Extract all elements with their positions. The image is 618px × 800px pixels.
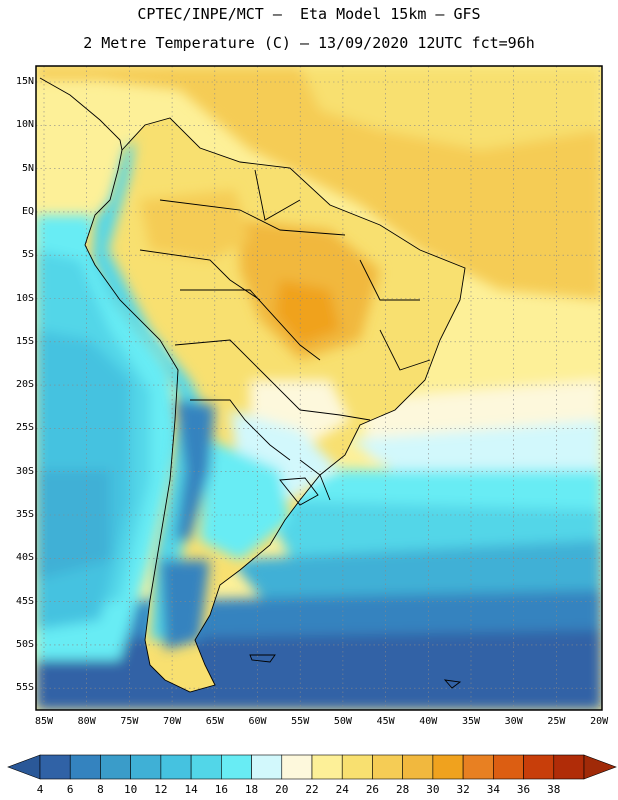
lat-tick-label: 10S [15, 292, 34, 304]
lon-tick-label: 40W [419, 716, 438, 727]
lat-tick-label: 5N [21, 162, 34, 174]
lat-tick-label: 20S [15, 379, 34, 391]
map-title: CPTEC/INPE/MCT – Eta Model 15km – GFS [137, 5, 481, 23]
map-grid [36, 66, 602, 710]
lat-tick-label: 25S [15, 422, 34, 434]
colorbar-tick-label: 6 [66, 783, 74, 796]
lat-tick-label: 30S [15, 465, 34, 477]
map-subtitle: 2 Metre Temperature (C) – 13/09/2020 12U… [83, 34, 535, 52]
colorbar-swatch [190, 754, 222, 780]
map-frame [35, 65, 603, 711]
colorbar-swatch [39, 754, 71, 780]
colorbar-swatch [493, 754, 524, 780]
colorbar-tick-label: 14 [184, 783, 198, 796]
colorbar-swatch [553, 754, 585, 780]
lat-tick-label: 45S [15, 595, 34, 607]
colorbar [7, 754, 617, 780]
lat-tick-label: 35S [15, 509, 34, 520]
lon-tick-label: 20W [590, 716, 609, 727]
colorbar-swatch [523, 754, 555, 780]
colorbar-tick-label: 30 [426, 783, 440, 796]
colorbar-tick-label: 20 [275, 783, 289, 796]
lon-tick-label: 75W [120, 716, 139, 727]
lat-tick-label: 5S [21, 249, 34, 261]
colorbar-tick-label: 24 [335, 783, 349, 796]
lon-tick-label: 65W [205, 716, 224, 727]
colorbar-tick-label: 18 [244, 783, 259, 796]
colorbar-swatch [402, 754, 434, 780]
lat-tick-label: 55S [15, 682, 34, 694]
colorbar-swatch [221, 754, 252, 780]
colorbar-swatch [432, 754, 464, 780]
lon-tick-label: 25W [547, 716, 566, 727]
colorbar-swatch [100, 754, 131, 780]
colorbar-swatch [372, 754, 403, 780]
colorbar-swatch [311, 754, 343, 780]
colorbar-tick-label: 12 [154, 783, 168, 796]
lat-tick-label: 40S [15, 552, 34, 564]
colorbar-swatch [251, 754, 283, 780]
colorbar-tick-label: 8 [97, 783, 104, 796]
lon-tick-label: 45W [376, 716, 395, 727]
lon-tick-label: 55W [291, 716, 310, 727]
country-borders [39, 77, 466, 693]
colorbar-swatch [462, 754, 494, 780]
colorbar-tick-label: 16 [214, 783, 228, 796]
colorbar-tick-label: 10 [124, 783, 138, 796]
colorbar-tick-label: 34 [486, 783, 500, 796]
colorbar-tick-label: 4 [36, 783, 44, 796]
colorbar-swatch [130, 754, 162, 780]
lon-tick-label: 70W [163, 716, 182, 727]
colorbar-tick-label: 36 [516, 783, 531, 796]
lat-tick-label: 15S [15, 335, 34, 347]
colorbar-swatch [160, 754, 192, 780]
lon-tick-label: 35W [461, 716, 481, 727]
lon-tick-label: 60W [248, 716, 267, 727]
colorbar-swatch [69, 754, 101, 780]
colorbar-tick-label: 38 [547, 783, 561, 796]
lat-tick-label: 15N [15, 76, 34, 87]
colorbar-tick-label: 22 [305, 783, 319, 796]
colorbar-tick-label: 28 [396, 783, 410, 796]
colorbar-under-arrow [7, 754, 41, 780]
temperature-field [36, 66, 602, 710]
lat-tick-label: 10N [15, 119, 34, 131]
lat-tick-label: EQ [21, 205, 34, 217]
lat-tick-label: 50S [15, 638, 34, 650]
colorbar-swatch [341, 754, 373, 780]
lon-tick-label: 50W [333, 716, 352, 727]
lon-tick-label: 30W [504, 716, 523, 727]
colorbar-over-arrow [583, 754, 617, 780]
colorbar-tick-label: 32 [456, 783, 470, 796]
lon-tick-label: 80W [77, 716, 96, 727]
lon-tick-label: 85W [34, 716, 54, 727]
colorbar-swatch [281, 754, 313, 780]
colorbar-tick-label: 26 [365, 783, 380, 796]
